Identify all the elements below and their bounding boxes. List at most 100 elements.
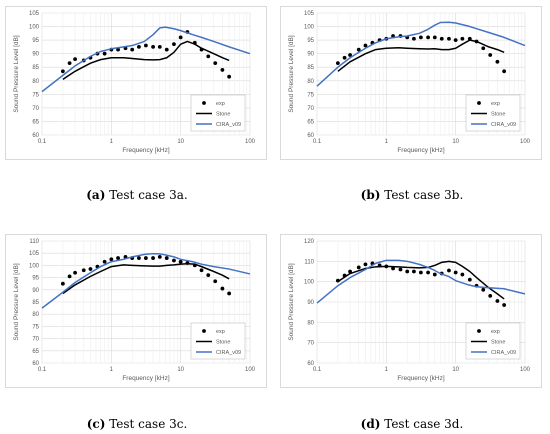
legend-label: exp — [216, 101, 225, 107]
chart-frame-c: 60 65 70 75 80 85 90 95 100 105 110 0.1 1 10 100 Freque… — [5, 234, 267, 388]
series-line-stone — [337, 260, 505, 300]
x-tick-label: 100 — [245, 139, 256, 145]
x-axis-title: Frequency [kHz] — [122, 375, 170, 382]
x-tick-label: 0.1 — [38, 139, 47, 145]
data-point-exp — [164, 47, 169, 52]
data-point-exp — [481, 287, 486, 292]
data-point-exp — [60, 69, 65, 74]
data-point-exp — [227, 74, 232, 79]
caption-d: (d) Test case 3d. — [277, 417, 547, 431]
data-point-exp — [439, 36, 444, 41]
y-tick-label: 105 — [29, 251, 40, 257]
y-axis-title: Sound Pressure Level [dB] — [13, 263, 20, 341]
x-tick-label: 1 — [385, 139, 389, 145]
y-tick-label: 90 — [32, 52, 39, 58]
legend-marker-exp — [202, 329, 206, 333]
caption-label-a: (a) — [86, 188, 106, 202]
data-point-exp — [137, 44, 141, 49]
data-point-exp — [426, 35, 430, 40]
data-point-exp — [130, 47, 135, 52]
data-point-exp — [73, 57, 77, 61]
series-line-cira-v09 — [316, 21, 526, 87]
y-tick-label: 65 — [32, 119, 39, 125]
x-tick-label: 1 — [385, 367, 389, 373]
data-point-exp — [157, 254, 162, 259]
data-point-exp — [199, 268, 204, 273]
legend-label: CIRA_v09 — [216, 122, 241, 128]
data-point-exp — [213, 61, 218, 66]
legend-marker-exp — [477, 329, 481, 333]
series-line-cira-v09 — [41, 26, 251, 93]
y-tick-label: 70 — [307, 106, 314, 112]
caption-text-a: Test case 3a. — [109, 188, 188, 202]
data-point-exp — [418, 270, 423, 275]
caption-label-c: (c) — [86, 417, 106, 431]
legend-label: CIRA_v09 — [216, 350, 241, 356]
data-point-exp — [447, 36, 451, 41]
data-point-exp — [467, 277, 472, 282]
data-point-exp — [391, 266, 395, 271]
y-tick-label: 60 — [32, 133, 39, 139]
series-line-cira-v09 — [41, 252, 251, 309]
y-tick-label: 80 — [32, 79, 39, 85]
y-tick-label: 90 — [307, 300, 314, 306]
y-axis-title: Sound Pressure Level [dB] — [13, 35, 20, 113]
y-axis-title: Sound Pressure Level [dB] — [288, 35, 295, 113]
y-tick-label: 100 — [29, 263, 40, 269]
data-point-exp — [178, 35, 183, 40]
data-point-exp — [151, 44, 155, 49]
data-point-exp — [67, 274, 72, 279]
x-tick-label: 1 — [110, 367, 114, 373]
x-tick-label: 100 — [520, 367, 531, 373]
data-point-exp — [356, 265, 361, 270]
data-point-exp — [453, 270, 458, 275]
x-tick-label: 10 — [452, 367, 459, 373]
data-point-exp — [495, 59, 500, 64]
caption-c: (c) Test case 3c. — [2, 417, 272, 431]
y-tick-label: 90 — [307, 52, 314, 58]
data-point-exp — [356, 47, 361, 52]
y-tick-label: 105 — [29, 11, 40, 17]
y-tick-label: 75 — [32, 92, 39, 98]
y-tick-label: 80 — [307, 79, 314, 85]
data-point-exp — [432, 35, 437, 40]
y-tick-label: 70 — [32, 337, 39, 343]
y-tick-label: 95 — [32, 276, 39, 282]
data-point-exp — [405, 269, 410, 274]
data-point-exp — [109, 257, 114, 262]
x-tick-label: 0.1 — [313, 367, 322, 373]
data-point-exp — [143, 256, 148, 260]
data-point-exp — [88, 267, 93, 271]
chart-b: 60 65 70 75 80 85 90 95 100 105 0.1 1 10 100 Frequency… — [288, 11, 531, 154]
data-point-exp — [488, 53, 493, 57]
y-tick-label: 75 — [307, 92, 314, 98]
y-tick-label: 110 — [29, 239, 39, 245]
caption-label-d: (d) — [360, 417, 381, 431]
y-tick-label: 95 — [32, 38, 39, 44]
data-point-exp — [157, 44, 162, 49]
x-tick-label: 100 — [245, 367, 256, 373]
y-tick-label: 85 — [32, 300, 39, 306]
data-point-exp — [102, 259, 107, 264]
y-tick-label: 100 — [304, 25, 315, 31]
legend-label: Stone — [216, 340, 230, 346]
y-tick-label: 105 — [304, 11, 315, 17]
legend-label: CIRA_v09 — [491, 122, 516, 128]
legend-label: CIRA_v09 — [491, 350, 516, 356]
data-point-exp — [348, 53, 352, 57]
data-point-exp — [81, 268, 86, 273]
x-tick-label: 0.1 — [38, 367, 47, 373]
data-point-exp — [227, 291, 232, 296]
y-tick-label: 80 — [307, 320, 314, 326]
data-point-exp — [213, 279, 218, 284]
y-tick-label: 65 — [32, 349, 39, 355]
legend-marker-exp — [477, 101, 481, 105]
caption-label-b: (b) — [360, 188, 381, 202]
x-tick-label: 0.1 — [313, 139, 322, 145]
data-point-exp — [502, 69, 507, 74]
data-point-exp — [363, 43, 368, 48]
data-point-exp — [447, 268, 451, 273]
caption-a: (a) Test case 3a. — [2, 188, 272, 202]
